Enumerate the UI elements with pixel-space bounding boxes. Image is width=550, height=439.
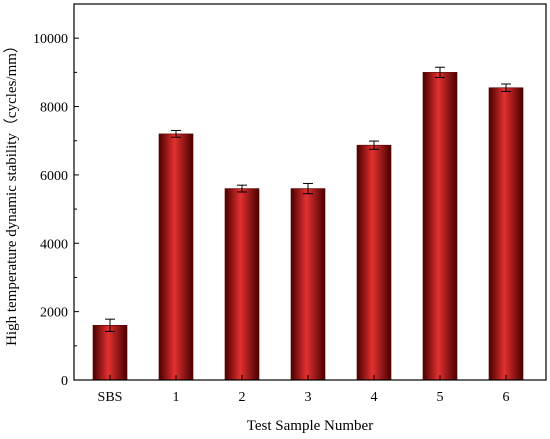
x-axis-label: Test Sample Number (247, 418, 373, 434)
x-tick-label: 2 (239, 390, 246, 405)
y-tick-label: 6000 (40, 169, 68, 184)
bar (290, 188, 326, 381)
y-tick-label: 2000 (40, 306, 68, 321)
x-tick-label: 1 (173, 390, 180, 405)
bar (158, 133, 194, 381)
y-tick-label: 10000 (33, 32, 68, 47)
bar (488, 87, 524, 381)
y-axis-ticks: 0 2000 4000 6000 8000 10000 (33, 32, 79, 389)
x-tick-label: 6 (503, 390, 510, 405)
bar (92, 325, 128, 381)
bars-group (92, 72, 524, 381)
y-tick-label: 4000 (40, 237, 68, 252)
y-axis-label: High temperature dynamic stability（cycle… (3, 38, 20, 346)
x-tick-label: SBS (98, 390, 123, 405)
plot-frame (73, 3, 547, 381)
x-tick-label: 4 (371, 390, 378, 405)
bar (422, 72, 458, 381)
bar (224, 188, 260, 381)
error-bars-group (105, 66, 511, 332)
x-axis-ticks: SBS 1 2 3 4 5 6 (98, 375, 510, 405)
x-tick-label: 5 (437, 390, 444, 405)
bar (356, 144, 392, 381)
y-tick-label: 0 (61, 374, 68, 389)
y-tick-label: 8000 (40, 101, 68, 116)
x-tick-label: 3 (305, 390, 312, 405)
